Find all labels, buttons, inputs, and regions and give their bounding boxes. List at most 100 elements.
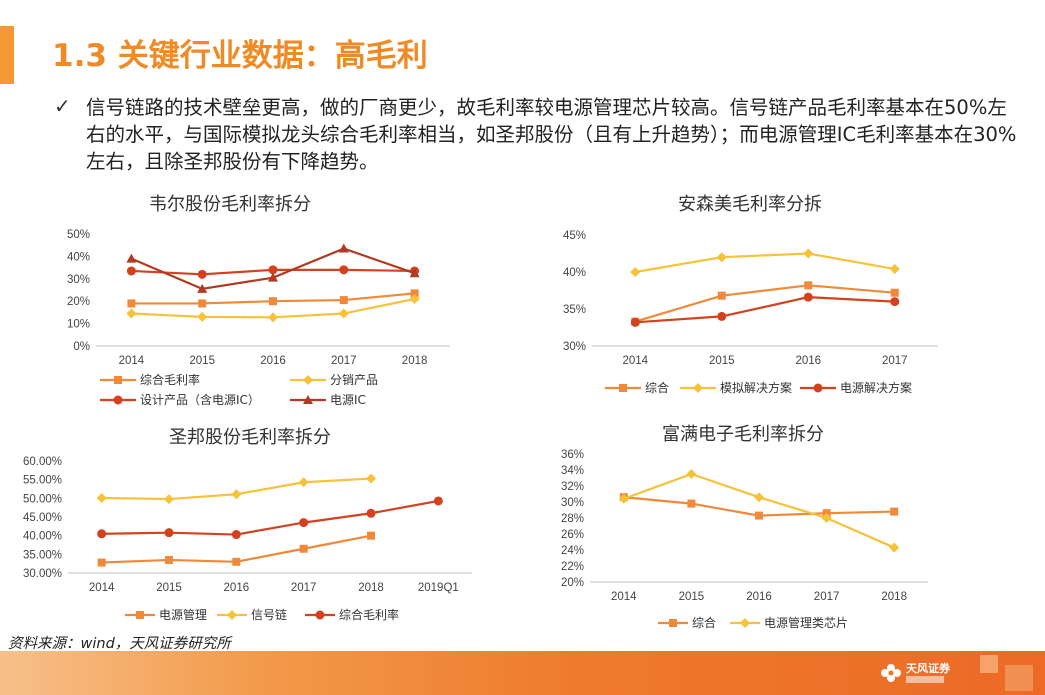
series-2 xyxy=(630,248,900,277)
legend-label: 电源解决方案 xyxy=(840,380,912,395)
chart-svg: 安森美毛利率分拆 30% 35% 40% 45% 2014 2015 2016 2017 综合 模拟… xyxy=(563,194,938,395)
legend-label: 电源管理类芯片 xyxy=(764,615,848,630)
check-icon: ✓ xyxy=(54,94,71,118)
data-point xyxy=(339,296,348,305)
legend-label: 电源IC xyxy=(330,393,366,407)
legend-item: 综合毛利率 xyxy=(305,607,399,622)
data-point xyxy=(232,557,241,566)
y-tick-label: 22% xyxy=(561,561,584,573)
chart-sg-micro: 圣邦股份毛利率拆分 30.00% 35.00% 40.00% 45.00% 50.00% 5… xyxy=(10,425,490,630)
data-point xyxy=(198,299,207,308)
legend-swatch-marker xyxy=(303,375,313,385)
y-tick-label: 10% xyxy=(67,319,90,331)
series-1 xyxy=(127,289,419,308)
legend-item: 电源IC xyxy=(290,393,366,407)
y-tick-label: 28% xyxy=(561,513,584,525)
series-2 xyxy=(96,473,376,505)
chart-onsemi: 安森美毛利率分拆 30% 35% 40% 45% 2014 2015 2016 2017 综合 模拟… xyxy=(540,188,960,413)
x-tick-label: 2014 xyxy=(89,582,115,594)
data-point xyxy=(821,513,832,523)
data-point xyxy=(126,253,137,263)
data-point xyxy=(127,299,136,308)
chart-svg: 富满电子毛利率拆分 20% 22% 24% 26% 28% 30% 32% 34% 36% 2014… xyxy=(561,424,928,630)
legend-swatch-marker xyxy=(136,611,144,619)
data-point xyxy=(268,312,278,323)
data-point xyxy=(618,493,629,504)
flower-logo-icon xyxy=(881,664,901,682)
data-point xyxy=(164,494,174,505)
data-point xyxy=(231,489,242,500)
data-point xyxy=(409,268,420,278)
legend-item: 电源管理类芯片 xyxy=(730,615,848,630)
page-title: 1.3 关键行业数据：高毛利 xyxy=(52,38,428,74)
chart-title: 富满电子毛利率拆分 xyxy=(662,424,824,445)
chart-svg: 圣邦股份毛利率拆分 30.00% 35.00% 40.00% 45.00% 50.00% 5… xyxy=(23,427,472,622)
x-tick-label: 2015 xyxy=(189,355,215,367)
data-point xyxy=(299,518,309,528)
y-tick-label: 45.00% xyxy=(23,512,62,524)
series-2 xyxy=(618,469,900,553)
x-tick-label: 2014 xyxy=(119,355,145,367)
series-line xyxy=(634,284,895,323)
y-tick-label: 34% xyxy=(561,465,584,477)
legend-label: 综合毛利率 xyxy=(339,607,399,622)
x-tick-label: 2018 xyxy=(402,355,428,367)
x-tick-label: 2018 xyxy=(881,591,907,603)
y-tick-label: 20% xyxy=(67,296,90,308)
series-line xyxy=(635,252,895,274)
chart-will-semi: 韦尔股份毛利率拆分 0% 10% 20% 30% 40% 50% 2014 2015 2016 20… xyxy=(40,188,490,413)
x-tick-label: 2015 xyxy=(679,591,705,603)
series-line xyxy=(101,499,439,536)
legend-label: 设计产品（含电源IC） xyxy=(140,392,260,407)
x-tick-label: 2016 xyxy=(746,591,772,603)
x-tick-label: 2017 xyxy=(331,355,357,367)
series-1 xyxy=(97,531,375,567)
y-tick-label: 50% xyxy=(67,229,90,241)
data-point xyxy=(409,293,420,304)
y-tick-label: 30.00% xyxy=(23,568,62,580)
y-tick-label: 45% xyxy=(563,230,586,242)
x-tick-label: 2015 xyxy=(156,582,182,594)
x-tick-label: 2017 xyxy=(291,582,317,594)
x-tick-label: 2017 xyxy=(814,591,840,603)
legend-label: 模拟解决方案 xyxy=(720,380,792,395)
y-tick-label: 30% xyxy=(67,274,90,286)
company-logo: 天风证券 xyxy=(878,657,950,691)
legend-item: 综合 xyxy=(658,615,716,630)
y-tick-label: 20% xyxy=(561,577,584,589)
y-tick-label: 32% xyxy=(561,481,584,493)
legend-swatch-marker xyxy=(740,618,750,628)
y-tick-label: 55.00% xyxy=(23,475,62,487)
data-point xyxy=(366,473,376,484)
bullet-text: 信号链路的技术壁垒更高，做的厂商更少，故毛利率较电源管理芯片较高。信号链产品毛利… xyxy=(86,96,1017,173)
data-point xyxy=(165,555,173,564)
data-point xyxy=(338,308,349,319)
y-tick-label: 0% xyxy=(73,341,90,353)
x-tick-label: 2017 xyxy=(882,355,908,367)
data-point xyxy=(630,267,641,277)
legend-swatch-marker xyxy=(813,383,823,393)
y-tick-label: 35.00% xyxy=(23,549,62,561)
y-tick-label: 26% xyxy=(561,529,584,541)
y-tick-label: 30% xyxy=(563,341,586,353)
legend-item: 综合 xyxy=(605,380,669,395)
data-point xyxy=(231,530,241,540)
x-tick-label: 2016 xyxy=(260,355,286,367)
y-tick-label: 40% xyxy=(563,267,586,279)
legend-label: 电源管理 xyxy=(159,607,207,622)
data-point xyxy=(97,529,107,539)
legend-item: 综合毛利率 xyxy=(100,372,200,387)
data-point xyxy=(197,269,207,279)
data-point xyxy=(339,265,349,275)
series-4 xyxy=(126,243,420,293)
x-tick-label: 2014 xyxy=(622,355,648,367)
x-tick-label: 2016 xyxy=(795,355,821,367)
data-point xyxy=(126,308,137,319)
legend-item: 模拟解决方案 xyxy=(680,380,792,395)
x-tick-label: 2015 xyxy=(709,355,735,367)
data-point xyxy=(97,558,106,567)
data-point xyxy=(686,469,697,479)
data-point xyxy=(890,288,899,297)
source-note: 资料来源：wind，天风证券研究所 xyxy=(8,636,231,652)
legend-item: 信号链 xyxy=(217,607,287,622)
